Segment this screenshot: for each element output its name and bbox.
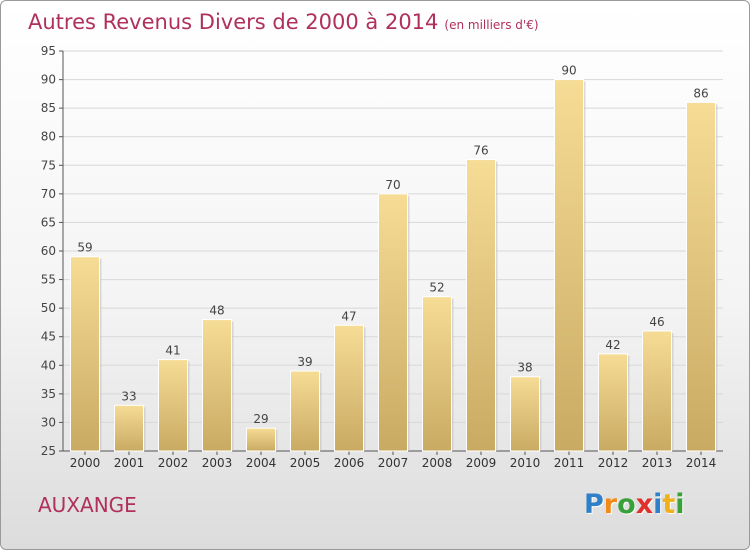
x-tick-label: 2001	[114, 456, 145, 470]
chart-title-text: Autres Revenus Divers de 2000 à 2014	[28, 10, 439, 34]
bar	[70, 256, 100, 452]
x-tick-label: 2006	[334, 456, 365, 470]
x-tick-label: 2002	[158, 456, 189, 470]
bar	[246, 427, 276, 452]
bar	[334, 324, 364, 452]
y-tick-label: 95	[41, 44, 56, 58]
logo-letter: o	[617, 489, 636, 520]
data-label: 86	[693, 86, 708, 100]
commune-name: AUXANGE	[38, 493, 137, 517]
y-tick-label: 45	[41, 330, 56, 344]
y-tick-label: 75	[41, 158, 56, 172]
data-label: 59	[77, 241, 92, 255]
logo-letter: r	[603, 489, 618, 520]
data-label: 38	[517, 361, 532, 375]
x-tick-label: 2011	[554, 456, 585, 470]
x-tick-label: 2004	[246, 456, 277, 470]
data-label: 42	[605, 338, 620, 352]
logo-letter: i	[653, 489, 663, 520]
data-label: 29	[253, 412, 268, 426]
x-tick-label: 2008	[422, 456, 453, 470]
logo-letter: P	[584, 489, 604, 520]
data-label: 48	[209, 304, 224, 318]
bar	[158, 359, 188, 452]
y-tick-label: 60	[41, 244, 56, 258]
y-tick-label: 55	[41, 273, 56, 287]
bar	[378, 193, 408, 452]
data-label: 33	[121, 389, 136, 403]
x-tick-label: 2000	[70, 456, 101, 470]
logo-letter: x	[635, 489, 654, 520]
bar	[466, 159, 496, 452]
data-label: 70	[385, 178, 400, 192]
chart-title: Autres Revenus Divers de 2000 à 2014 (en …	[28, 10, 539, 34]
data-label: 90	[561, 64, 576, 78]
y-tick-label: 70	[41, 187, 56, 201]
y-tick-label: 35	[41, 387, 56, 401]
chart-unit: (en milliers d'€)	[444, 18, 539, 32]
y-tick-label: 65	[41, 215, 56, 229]
data-label: 41	[165, 344, 180, 358]
bar	[554, 79, 584, 452]
x-tick-label: 2014	[686, 456, 717, 470]
x-tick-label: 2003	[202, 456, 233, 470]
x-tick-label: 2009	[466, 456, 497, 470]
bar	[598, 353, 628, 452]
bar	[202, 319, 232, 452]
x-tick-label: 2012	[598, 456, 629, 470]
x-tick-label: 2005	[290, 456, 321, 470]
data-label: 39	[297, 355, 312, 369]
proxiti-logo: Proxiti	[584, 489, 685, 520]
y-tick-label: 90	[41, 73, 56, 87]
x-tick-label: 2010	[510, 456, 541, 470]
bar	[642, 330, 672, 452]
bar	[422, 296, 452, 452]
data-labels: 59 33 41 48 29 39 47 70 52 76 38 90 42 46 86	[77, 64, 708, 427]
data-label: 76	[473, 144, 488, 158]
bar	[290, 370, 320, 452]
bar	[510, 376, 540, 452]
x-tick-label: 2013	[642, 456, 673, 470]
y-tick-label: 40	[41, 358, 56, 372]
y-tick-label: 25	[41, 444, 56, 458]
logo-letter: t	[662, 489, 676, 520]
x-tick-label: 2007	[378, 456, 409, 470]
bars	[70, 79, 718, 452]
data-label: 52	[429, 281, 444, 295]
logo-letter: i	[675, 489, 685, 520]
y-tick-label: 50	[41, 301, 56, 315]
data-label: 46	[649, 315, 664, 329]
y-tick-label: 80	[41, 130, 56, 144]
bar	[686, 101, 716, 452]
bar	[114, 404, 144, 452]
y-tick-label: 30	[41, 415, 56, 429]
y-tick-label: 85	[41, 101, 56, 115]
data-label: 47	[341, 309, 356, 323]
